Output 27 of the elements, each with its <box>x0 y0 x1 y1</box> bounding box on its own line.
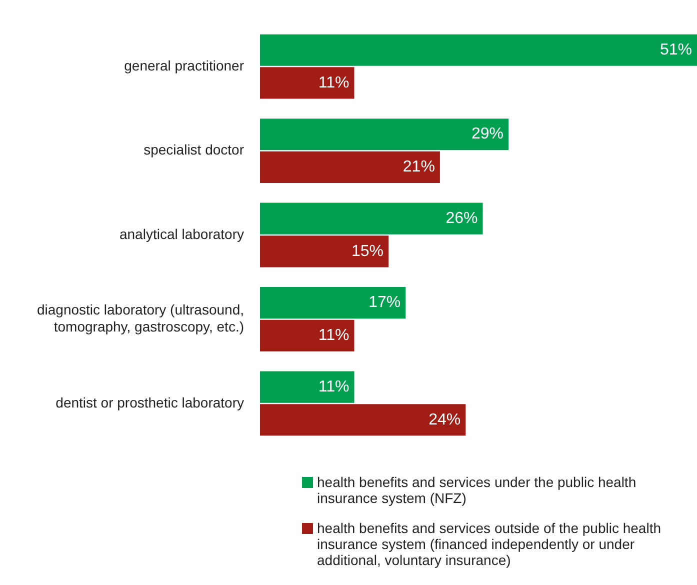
y-tick-label: analytical laboratory <box>119 226 244 242</box>
data-label: 29% <box>471 126 504 143</box>
bar <box>260 236 389 268</box>
y-tick-label: general practitioner <box>124 57 244 74</box>
bar <box>260 151 440 183</box>
legend-label: health benefits and services under the public health insurance system (NFZ) <box>317 474 638 506</box>
bar <box>260 320 354 352</box>
data-label: 17% <box>368 294 401 312</box>
data-label: 15% <box>352 242 384 260</box>
legend-label: health benefits and services outside of the public health insurance system (financed independently or under additional, voluntary insurance) <box>317 520 662 568</box>
bar <box>260 34 697 66</box>
data-label: 24% <box>428 411 461 428</box>
data-label: 11% <box>318 378 350 396</box>
bar <box>260 287 406 319</box>
data-label: 11% <box>318 74 350 92</box>
bar <box>260 67 354 99</box>
bar <box>260 371 354 403</box>
data-label: 11% <box>318 327 350 344</box>
data-label: 26% <box>446 210 478 227</box>
data-label: 51% <box>660 42 692 58</box>
y-tick-label: diagnostic laboratory (ultrasound, tomography, gastroscopy, etc.) <box>36 302 244 334</box>
y-tick-label: dentist or prosthetic laboratory <box>56 394 244 410</box>
bar <box>260 404 466 436</box>
bar <box>260 118 508 150</box>
data-label: 21% <box>402 158 435 176</box>
bar <box>260 202 483 234</box>
y-tick-label: specialist doctor <box>144 142 244 158</box>
